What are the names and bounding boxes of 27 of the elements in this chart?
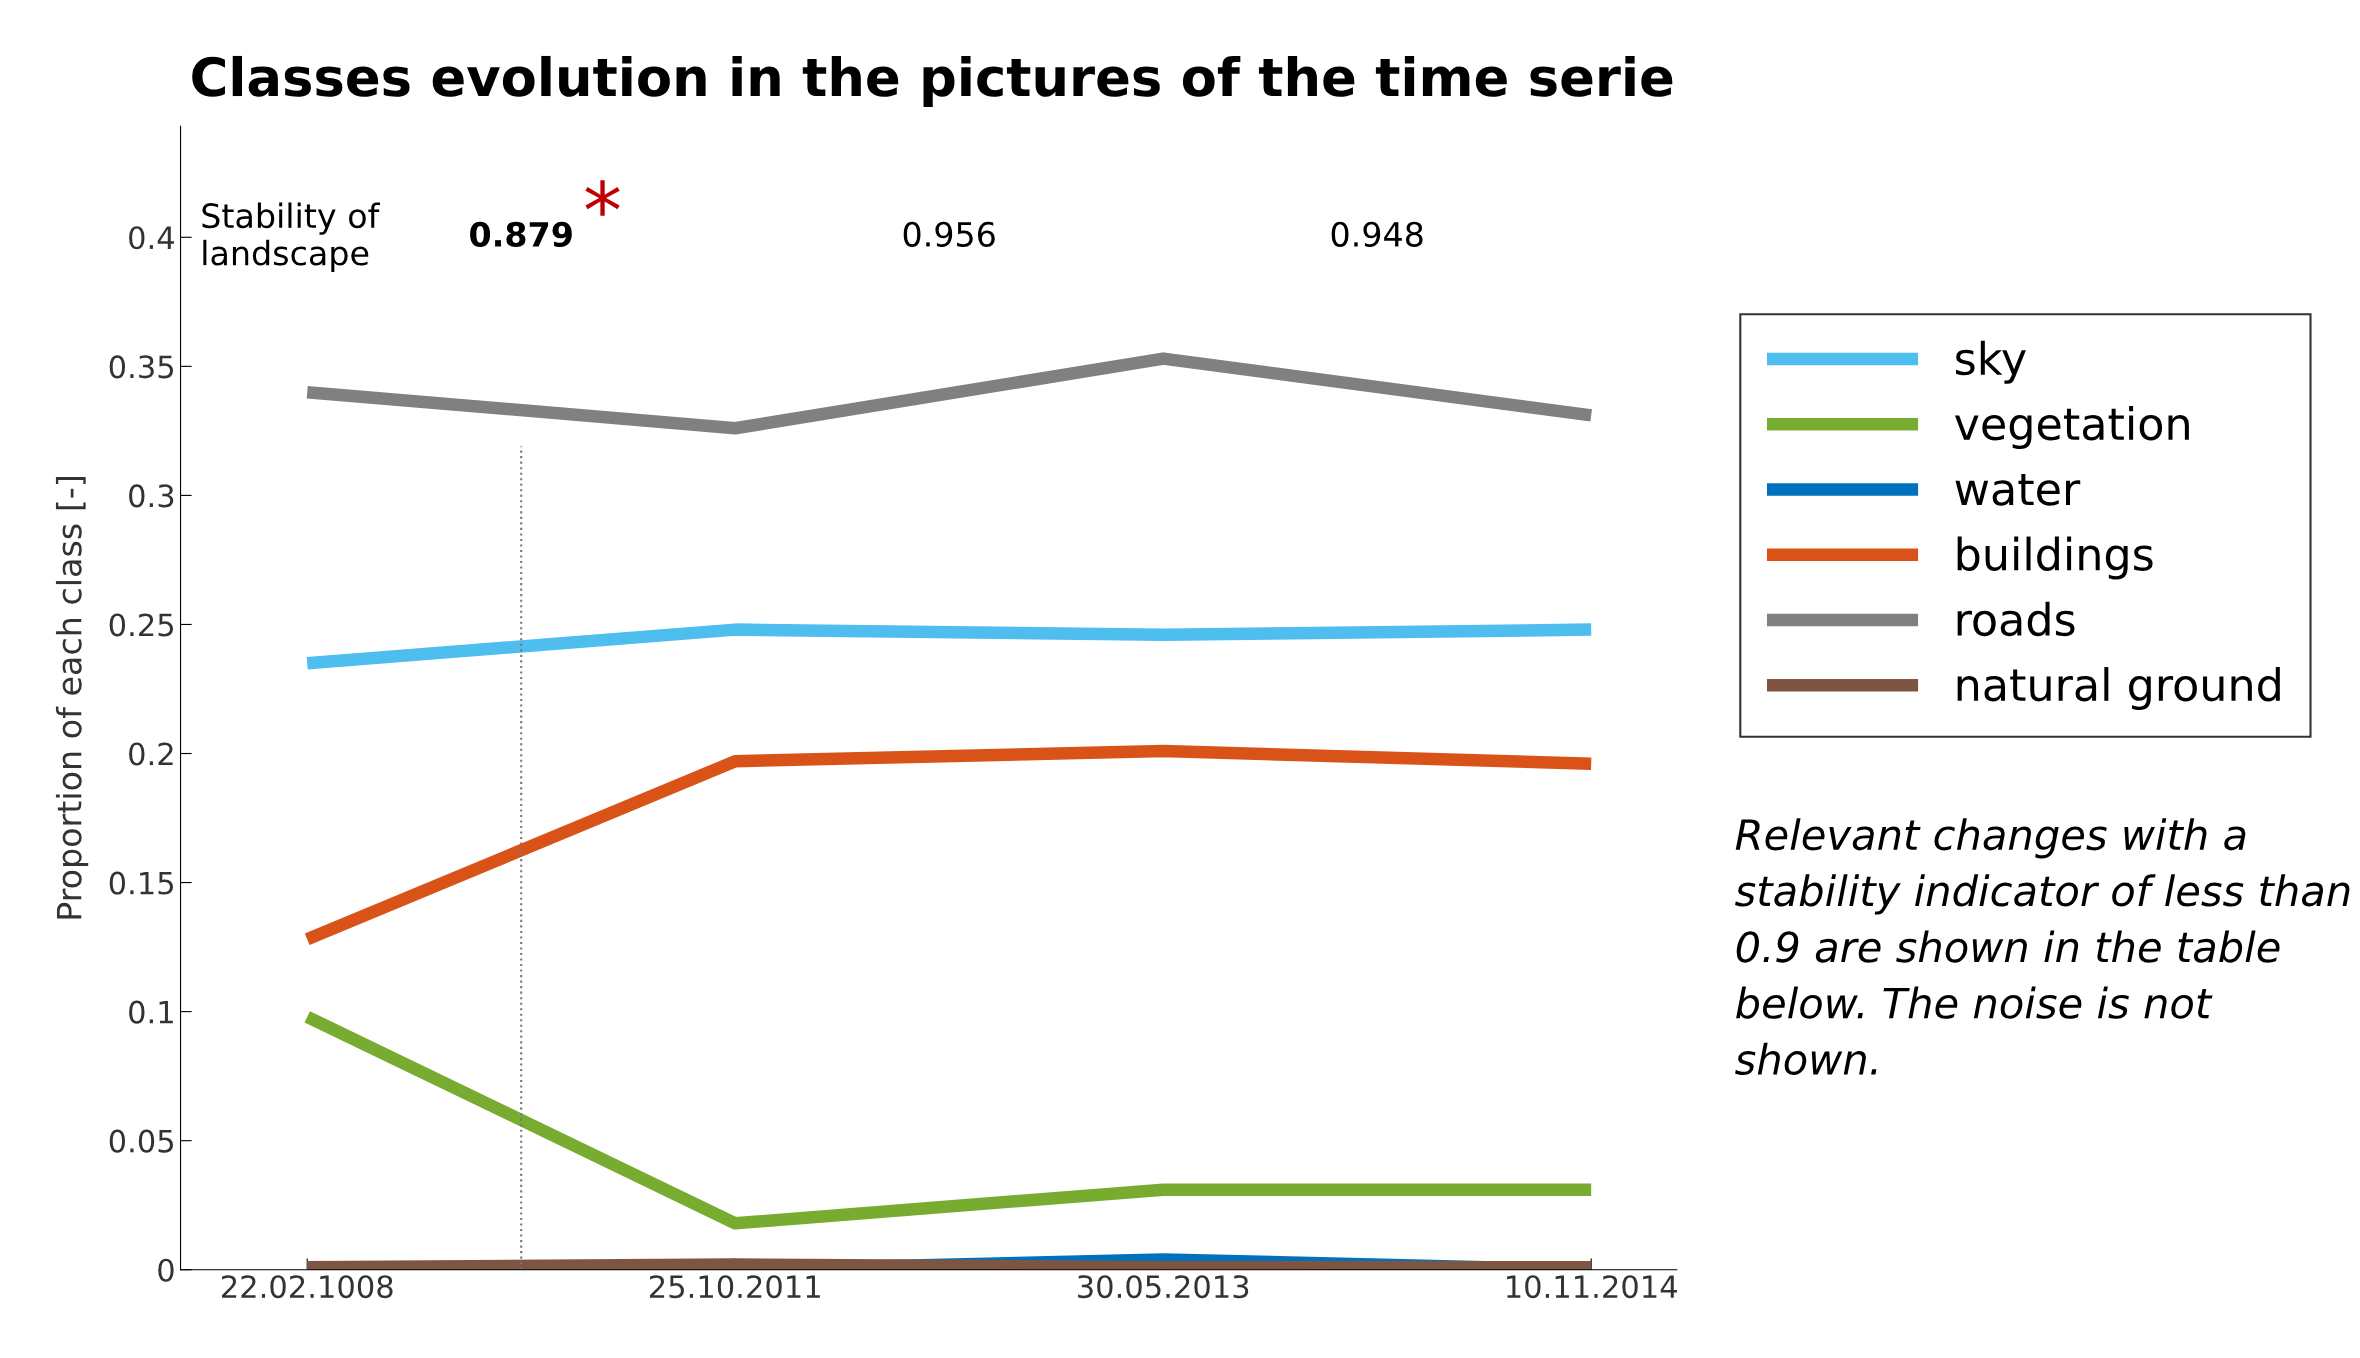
y-tick-label: 0.35 bbox=[109, 355, 174, 379]
y-tick-label: 0.4 bbox=[129, 226, 174, 250]
y-tick-label: 0.15 bbox=[109, 871, 174, 895]
annotation: 0.879 bbox=[470, 221, 572, 247]
y-tick-label: 0 bbox=[158, 1258, 174, 1282]
legend-label: buildings bbox=[1957, 536, 2153, 580]
y-tick-label: 0.25 bbox=[109, 613, 174, 637]
legend-label: sky bbox=[1956, 340, 2026, 384]
text: Relevant changes with a stability indicator of less than 0.9 are shown in the table below. The noise is not shown. bbox=[1735, 818, 2350, 1075]
y-axis-title: Proportion of each class [-] bbox=[55, 477, 89, 919]
legend-label: roads bbox=[1957, 601, 2075, 637]
annotation: * bbox=[585, 180, 620, 216]
y-tick-label: 0.3 bbox=[129, 484, 174, 508]
y-tick-label: 0.2 bbox=[129, 742, 173, 766]
x-tick-label: 25.10.2011 bbox=[649, 1275, 820, 1299]
x-tick-label: 10.11.2014 bbox=[1507, 1275, 1677, 1299]
annotation: 0.956 bbox=[903, 221, 995, 247]
x-tick-label: 30.05.2013 bbox=[1078, 1275, 1249, 1299]
x-tick-label: 22.02.1008 bbox=[221, 1275, 393, 1299]
y-tick-label: 0.1 bbox=[129, 1000, 173, 1024]
legend-label: vegetation bbox=[1954, 406, 2189, 450]
chart-title: Classes evolution in the pictures of the time serie bbox=[192, 55, 1673, 108]
annotation: Stability of landscape bbox=[202, 202, 380, 273]
legend-label: water bbox=[1955, 473, 2081, 506]
y-tick-label: 0.05 bbox=[109, 1129, 174, 1153]
annotation: 0.948 bbox=[1331, 221, 1423, 247]
legend-label: natural ground bbox=[1957, 667, 2280, 711]
